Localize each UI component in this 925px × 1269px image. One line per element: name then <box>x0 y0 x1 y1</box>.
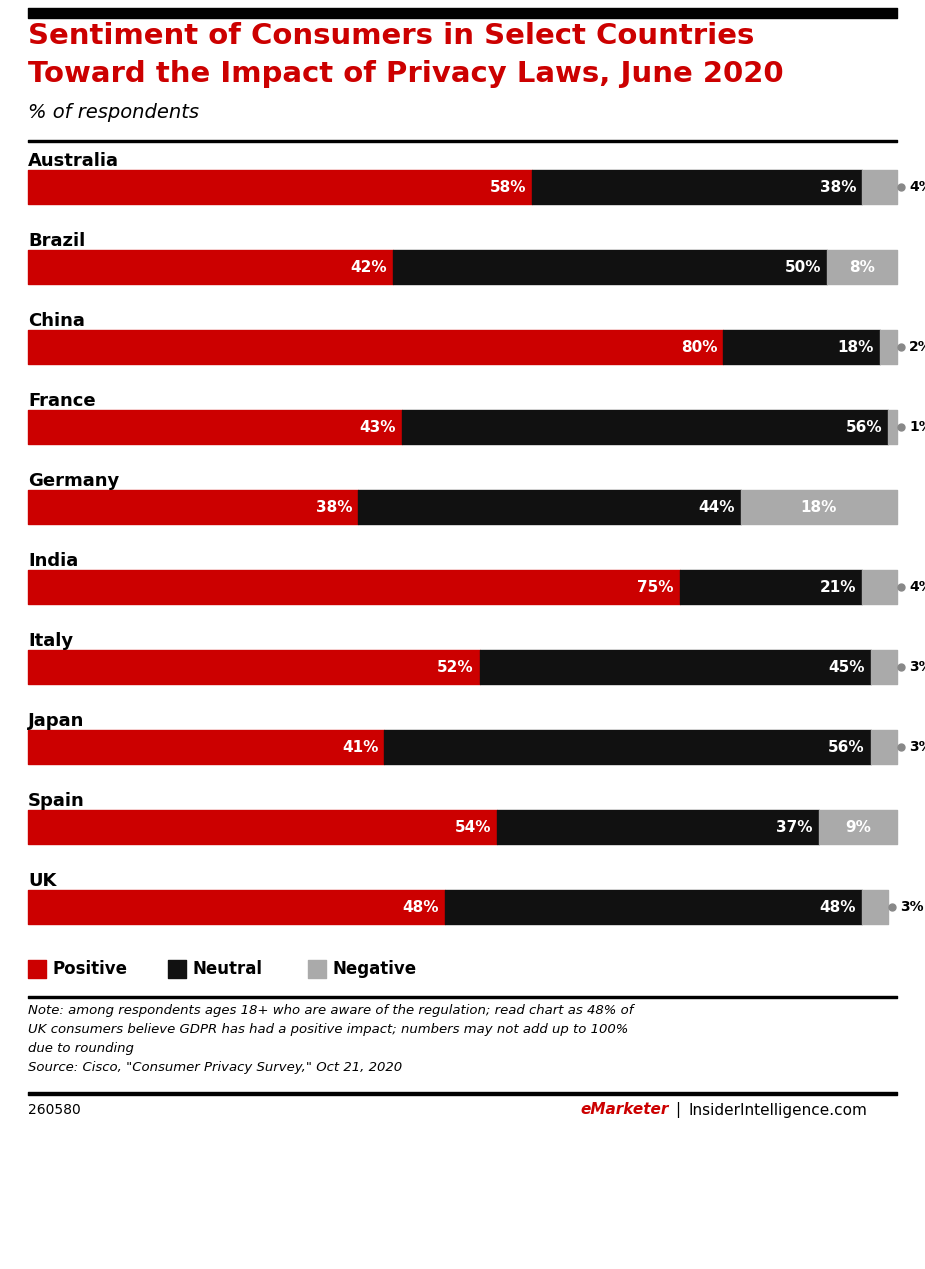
Text: |: | <box>675 1101 680 1118</box>
Text: 4%: 4% <box>909 580 925 594</box>
Text: Spain: Spain <box>28 792 85 810</box>
Text: 50%: 50% <box>785 259 821 274</box>
Text: UK consumers believe GDPR has had a positive impact; numbers may not add up to 1: UK consumers believe GDPR has had a posi… <box>28 1023 628 1036</box>
Text: Negative: Negative <box>333 961 417 978</box>
Text: 38%: 38% <box>315 500 352 514</box>
Text: Sentiment of Consumers in Select Countries: Sentiment of Consumers in Select Countri… <box>28 22 755 49</box>
Text: Italy: Italy <box>28 632 73 650</box>
Text: 58%: 58% <box>489 179 526 194</box>
Text: 21%: 21% <box>820 580 857 594</box>
Text: China: China <box>28 312 85 330</box>
Text: 38%: 38% <box>820 179 857 194</box>
Text: Neutral: Neutral <box>193 961 263 978</box>
Text: 41%: 41% <box>342 740 378 755</box>
Text: Toward the Impact of Privacy Laws, June 2020: Toward the Impact of Privacy Laws, June … <box>28 60 783 88</box>
Text: 43%: 43% <box>359 420 396 434</box>
Text: 1%: 1% <box>909 420 925 434</box>
Text: Note: among respondents ages 18+ who are aware of the regulation; read chart as : Note: among respondents ages 18+ who are… <box>28 1004 634 1016</box>
Text: 75%: 75% <box>637 580 673 594</box>
Text: 80%: 80% <box>681 340 717 354</box>
Text: 3%: 3% <box>909 660 925 674</box>
Text: UK: UK <box>28 872 56 890</box>
Text: 56%: 56% <box>845 420 882 434</box>
Text: 18%: 18% <box>801 500 837 514</box>
Text: 8%: 8% <box>849 259 875 274</box>
Text: 3%: 3% <box>909 740 925 754</box>
Text: 48%: 48% <box>820 900 857 915</box>
Text: Japan: Japan <box>28 712 84 730</box>
Text: 45%: 45% <box>829 660 865 675</box>
Text: 44%: 44% <box>698 500 734 514</box>
Text: 4%: 4% <box>909 180 925 194</box>
Text: 52%: 52% <box>438 660 474 675</box>
Text: due to rounding: due to rounding <box>28 1042 134 1055</box>
Text: India: India <box>28 552 79 570</box>
Text: eMarketer: eMarketer <box>580 1103 669 1118</box>
Text: 48%: 48% <box>402 900 439 915</box>
Text: Germany: Germany <box>28 472 119 490</box>
Text: 260580: 260580 <box>28 1103 80 1117</box>
Text: 54%: 54% <box>455 820 491 835</box>
Text: % of respondents: % of respondents <box>28 103 199 122</box>
Text: Source: Cisco, "Consumer Privacy Survey," Oct 21, 2020: Source: Cisco, "Consumer Privacy Survey,… <box>28 1061 402 1074</box>
Text: Positive: Positive <box>53 961 128 978</box>
Text: 18%: 18% <box>837 340 873 354</box>
Text: 56%: 56% <box>828 740 865 755</box>
Text: 9%: 9% <box>845 820 870 835</box>
Text: InsiderIntelligence.com: InsiderIntelligence.com <box>689 1103 868 1118</box>
Text: Australia: Australia <box>28 152 119 170</box>
Text: Brazil: Brazil <box>28 232 85 250</box>
Text: 3%: 3% <box>900 900 924 914</box>
Text: 42%: 42% <box>351 259 387 274</box>
Text: France: France <box>28 392 95 410</box>
Text: 2%: 2% <box>909 340 925 354</box>
Text: 37%: 37% <box>776 820 813 835</box>
